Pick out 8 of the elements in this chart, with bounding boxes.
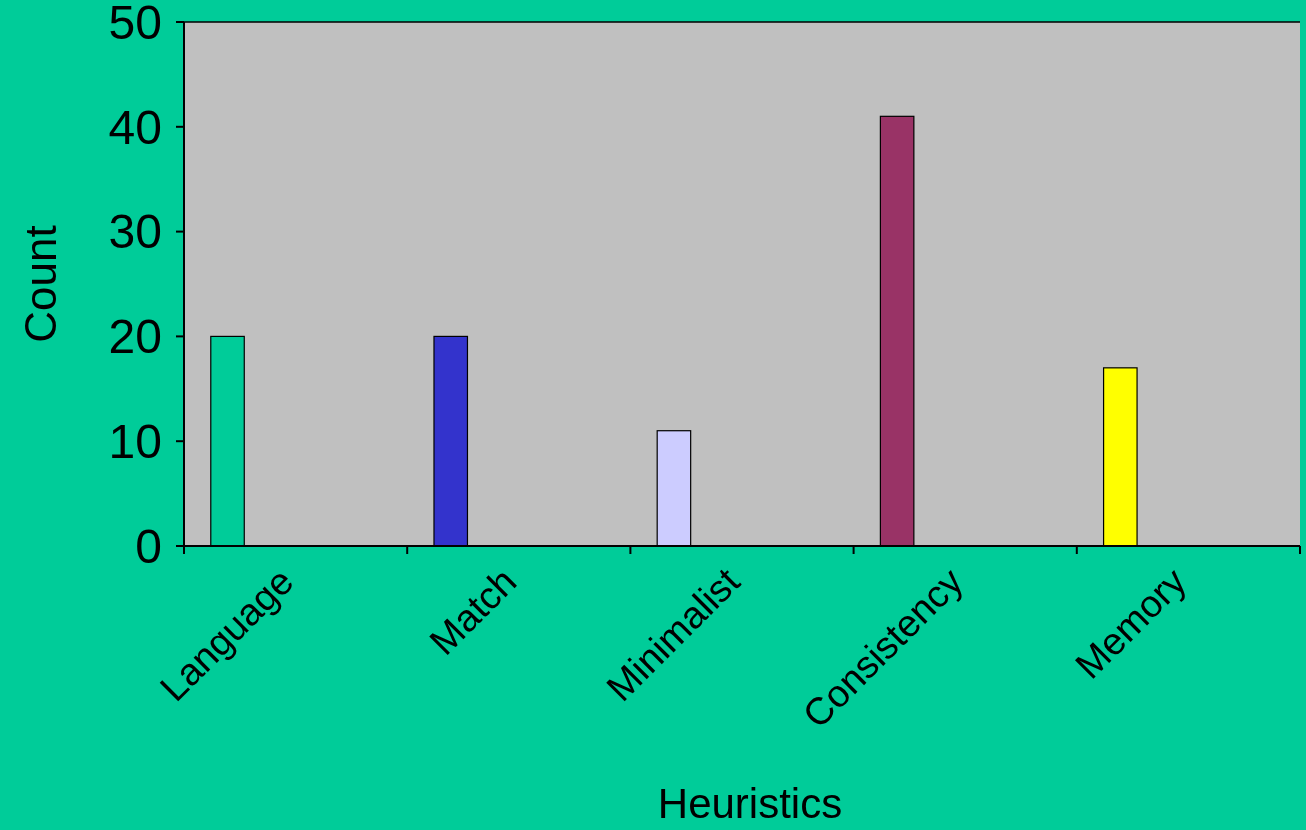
- y-tick-label: 20: [108, 310, 162, 364]
- y-tick-label: 30: [108, 205, 162, 259]
- y-tick-label: 0: [135, 519, 162, 573]
- y-axis-title: Count: [16, 225, 65, 343]
- y-tick-label: 50: [108, 0, 162, 49]
- y-tick-label: 10: [108, 415, 162, 468]
- x-axis-title: Heuristics: [657, 780, 843, 827]
- y-tick-label: 40: [108, 100, 162, 154]
